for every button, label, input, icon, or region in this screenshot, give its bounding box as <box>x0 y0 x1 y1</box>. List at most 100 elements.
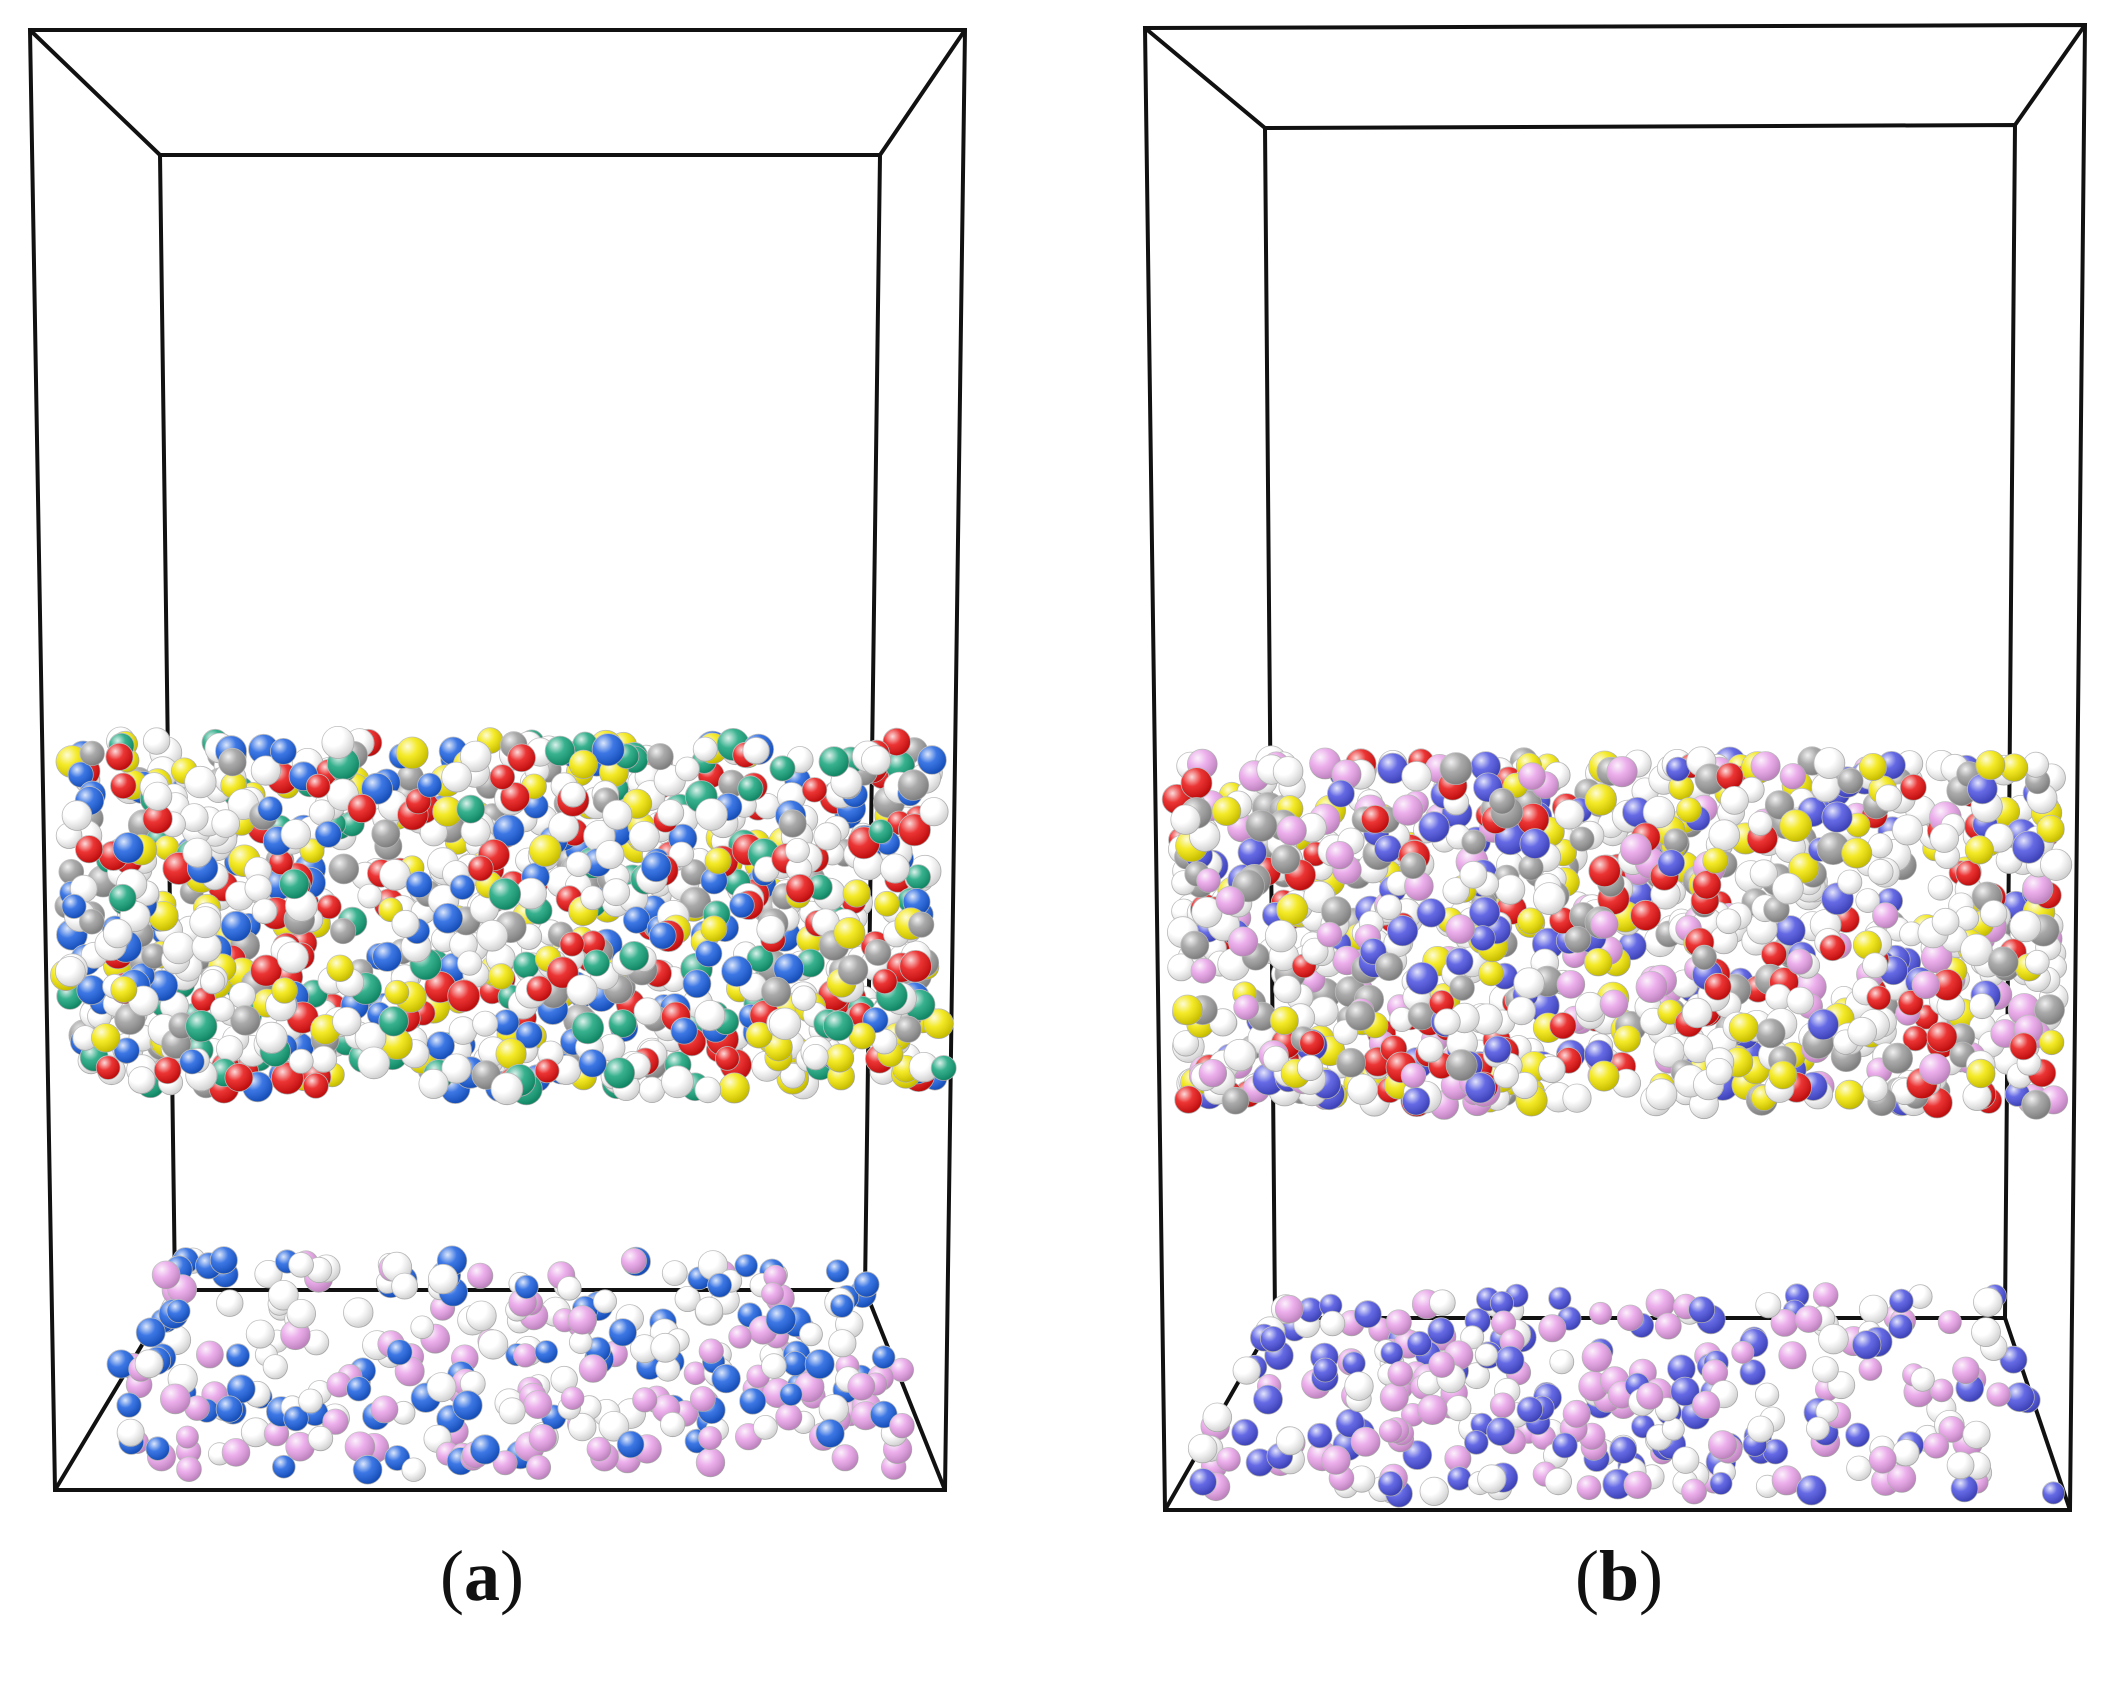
atom-shading <box>241 1417 271 1447</box>
atom-shading <box>428 1264 458 1294</box>
atom-shading <box>917 745 947 775</box>
atom-shading <box>113 832 144 864</box>
atom-shading <box>493 1009 519 1036</box>
atom-shading <box>1228 926 1258 957</box>
atom-shading <box>819 746 849 777</box>
atom-shading <box>899 950 932 983</box>
atom-shading <box>1174 1085 1203 1114</box>
atom-shading <box>1657 849 1685 877</box>
atom-shading <box>1872 902 1899 929</box>
atom-shading <box>828 1329 857 1358</box>
atom-shading <box>227 1374 256 1403</box>
atom-shading <box>1273 756 1303 787</box>
atom-shading <box>931 1055 957 1081</box>
atom-shading <box>756 915 785 944</box>
atom-shading <box>619 941 649 971</box>
atom-shading <box>1900 774 1927 801</box>
atom-shading <box>1569 827 1595 852</box>
atom-shading <box>250 955 282 987</box>
atom-shading <box>371 819 400 848</box>
atom-shading <box>791 985 817 1011</box>
atom-shading <box>1841 838 1872 869</box>
atom-shading <box>1912 971 1940 999</box>
atom-shading <box>1761 941 1787 967</box>
atom-shading <box>721 956 753 987</box>
atom-shading <box>75 835 103 863</box>
atom-shading <box>1892 814 1923 846</box>
atom-shading <box>608 1009 637 1038</box>
atom-shading <box>192 932 222 962</box>
atom-shading <box>1376 894 1402 920</box>
atom-shading <box>76 975 106 1005</box>
atom-shading <box>1270 1006 1299 1035</box>
atom-shading <box>746 1022 773 1049</box>
atom-shading <box>905 864 931 890</box>
atom-shading <box>1692 870 1722 899</box>
atom-shading <box>535 1058 560 1083</box>
atom-shading <box>211 809 240 838</box>
atom-shading <box>1271 844 1300 874</box>
atom-shading <box>256 1022 288 1054</box>
atom-shading <box>1533 882 1566 915</box>
atom-shading <box>246 1320 275 1349</box>
atom-shading <box>1775 915 1806 946</box>
atom-shading <box>72 1025 98 1051</box>
atom-shading <box>559 932 585 957</box>
atom-shading <box>761 1282 784 1305</box>
atom-shading <box>690 1386 716 1412</box>
atom-shading <box>287 1299 316 1328</box>
atom-shading <box>675 757 700 781</box>
atom-shading <box>1636 971 1668 1003</box>
atom-shading <box>105 743 133 771</box>
atom-shading <box>773 953 804 984</box>
atom-shading <box>1273 975 1302 1003</box>
atom-shading <box>670 1017 698 1045</box>
atom-shading <box>1780 763 1806 790</box>
atom-shading <box>1965 835 1994 865</box>
atom-shading <box>322 1409 349 1435</box>
atom-shading <box>326 955 354 982</box>
atom-shading <box>647 743 674 770</box>
atom-shading <box>1862 1075 1888 1102</box>
atom-shading <box>1663 828 1689 854</box>
atom-shading <box>330 918 356 944</box>
atom-shading <box>1748 811 1773 836</box>
atom-shading <box>371 1395 398 1423</box>
atom-shading <box>1400 852 1426 879</box>
atom-shading <box>1401 761 1432 792</box>
atom-shading <box>103 919 133 948</box>
atom-shading <box>1212 796 1241 826</box>
atom-shading <box>1434 1008 1461 1035</box>
atom-shading <box>815 1419 845 1448</box>
atom-shading <box>734 1254 758 1277</box>
atom-shading <box>1980 900 2007 927</box>
atom-shading <box>391 1273 418 1300</box>
atom-shading <box>1321 896 1352 927</box>
atom-shading <box>1233 994 1259 1020</box>
atom-shading <box>154 1056 182 1084</box>
atom-shading <box>1706 1058 1733 1085</box>
atom-shading <box>529 834 562 867</box>
atom-shading <box>737 775 764 802</box>
atom-shading <box>184 1395 210 1421</box>
atom-shading <box>1519 828 1550 859</box>
atom-shading <box>1265 920 1297 952</box>
atom-shading <box>1702 847 1729 874</box>
atom-shading <box>1459 861 1487 889</box>
atom-shading <box>1557 970 1585 999</box>
atom-shading <box>568 1413 597 1441</box>
atom-shading <box>1704 973 1732 1001</box>
atom-shading <box>609 1318 637 1347</box>
atom-shading <box>833 917 866 949</box>
atom-shading <box>1729 1013 1759 1043</box>
atom-shading <box>1837 768 1864 794</box>
atom-shading <box>819 1394 849 1424</box>
atom-shading <box>1682 998 1712 1028</box>
atom-shading <box>268 850 294 875</box>
atom-shading <box>1751 751 1781 781</box>
atom-shading <box>114 1037 140 1064</box>
atom-shading <box>2009 910 2041 942</box>
atom-shading <box>1191 958 1216 984</box>
atom-shading <box>908 911 934 938</box>
